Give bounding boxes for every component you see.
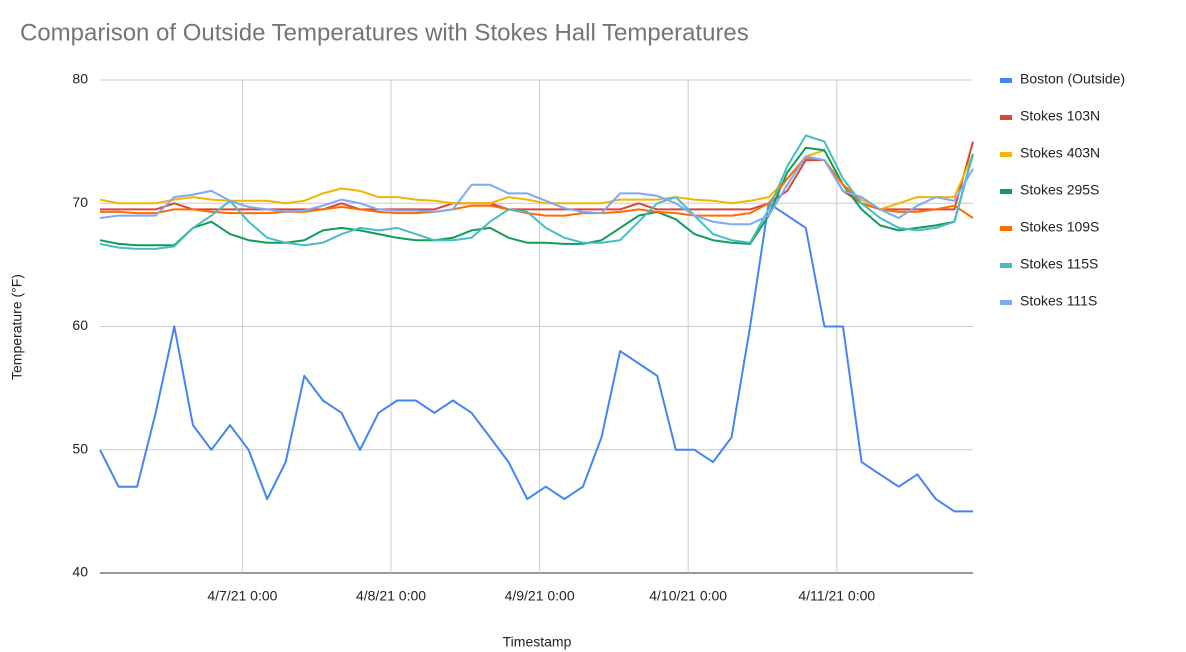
series-line: [99, 134, 974, 250]
legend-label: Stokes 103N: [1020, 108, 1100, 124]
x-axis-title: Timestamp: [503, 634, 572, 650]
x-tick-label: 4/9/21 0:00: [505, 588, 575, 604]
y-tick-label: 40: [72, 564, 88, 580]
x-tick-label: 4/7/21 0:00: [207, 588, 277, 604]
chart-title: Comparison of Outside Temperatures with …: [20, 19, 749, 46]
x-tick-label: 4/8/21 0:00: [356, 588, 426, 604]
series-line: [99, 146, 974, 247]
legend-swatch: [1000, 263, 1012, 268]
legend-swatch: [1000, 78, 1012, 83]
legend-label: Boston (Outside): [1020, 71, 1125, 87]
legend-swatch: [1000, 226, 1012, 231]
legend-label: Stokes 115S: [1020, 256, 1098, 272]
y-axis-title: Temperature (°F): [9, 274, 25, 380]
legend-label: Stokes 111S: [1020, 293, 1097, 309]
y-tick-label: 60: [72, 317, 88, 333]
legend-label: Stokes 295S: [1020, 182, 1099, 198]
x-tick-label: 4/10/21 0:00: [649, 588, 727, 604]
legend-swatch: [1000, 189, 1012, 194]
series-line: [99, 155, 974, 226]
y-tick-label: 80: [72, 71, 88, 87]
y-tick-label: 70: [72, 194, 88, 210]
legend-label: Stokes 109S: [1020, 219, 1099, 235]
legend-swatch: [1000, 300, 1012, 305]
legend-label: Stokes 403N: [1020, 145, 1100, 161]
legend-swatch: [1000, 115, 1012, 120]
y-tick-label: 50: [72, 440, 88, 456]
series-line: [99, 202, 973, 513]
legend-swatch: [1000, 152, 1012, 157]
x-tick-label: 4/11/21 0:00: [798, 588, 875, 604]
